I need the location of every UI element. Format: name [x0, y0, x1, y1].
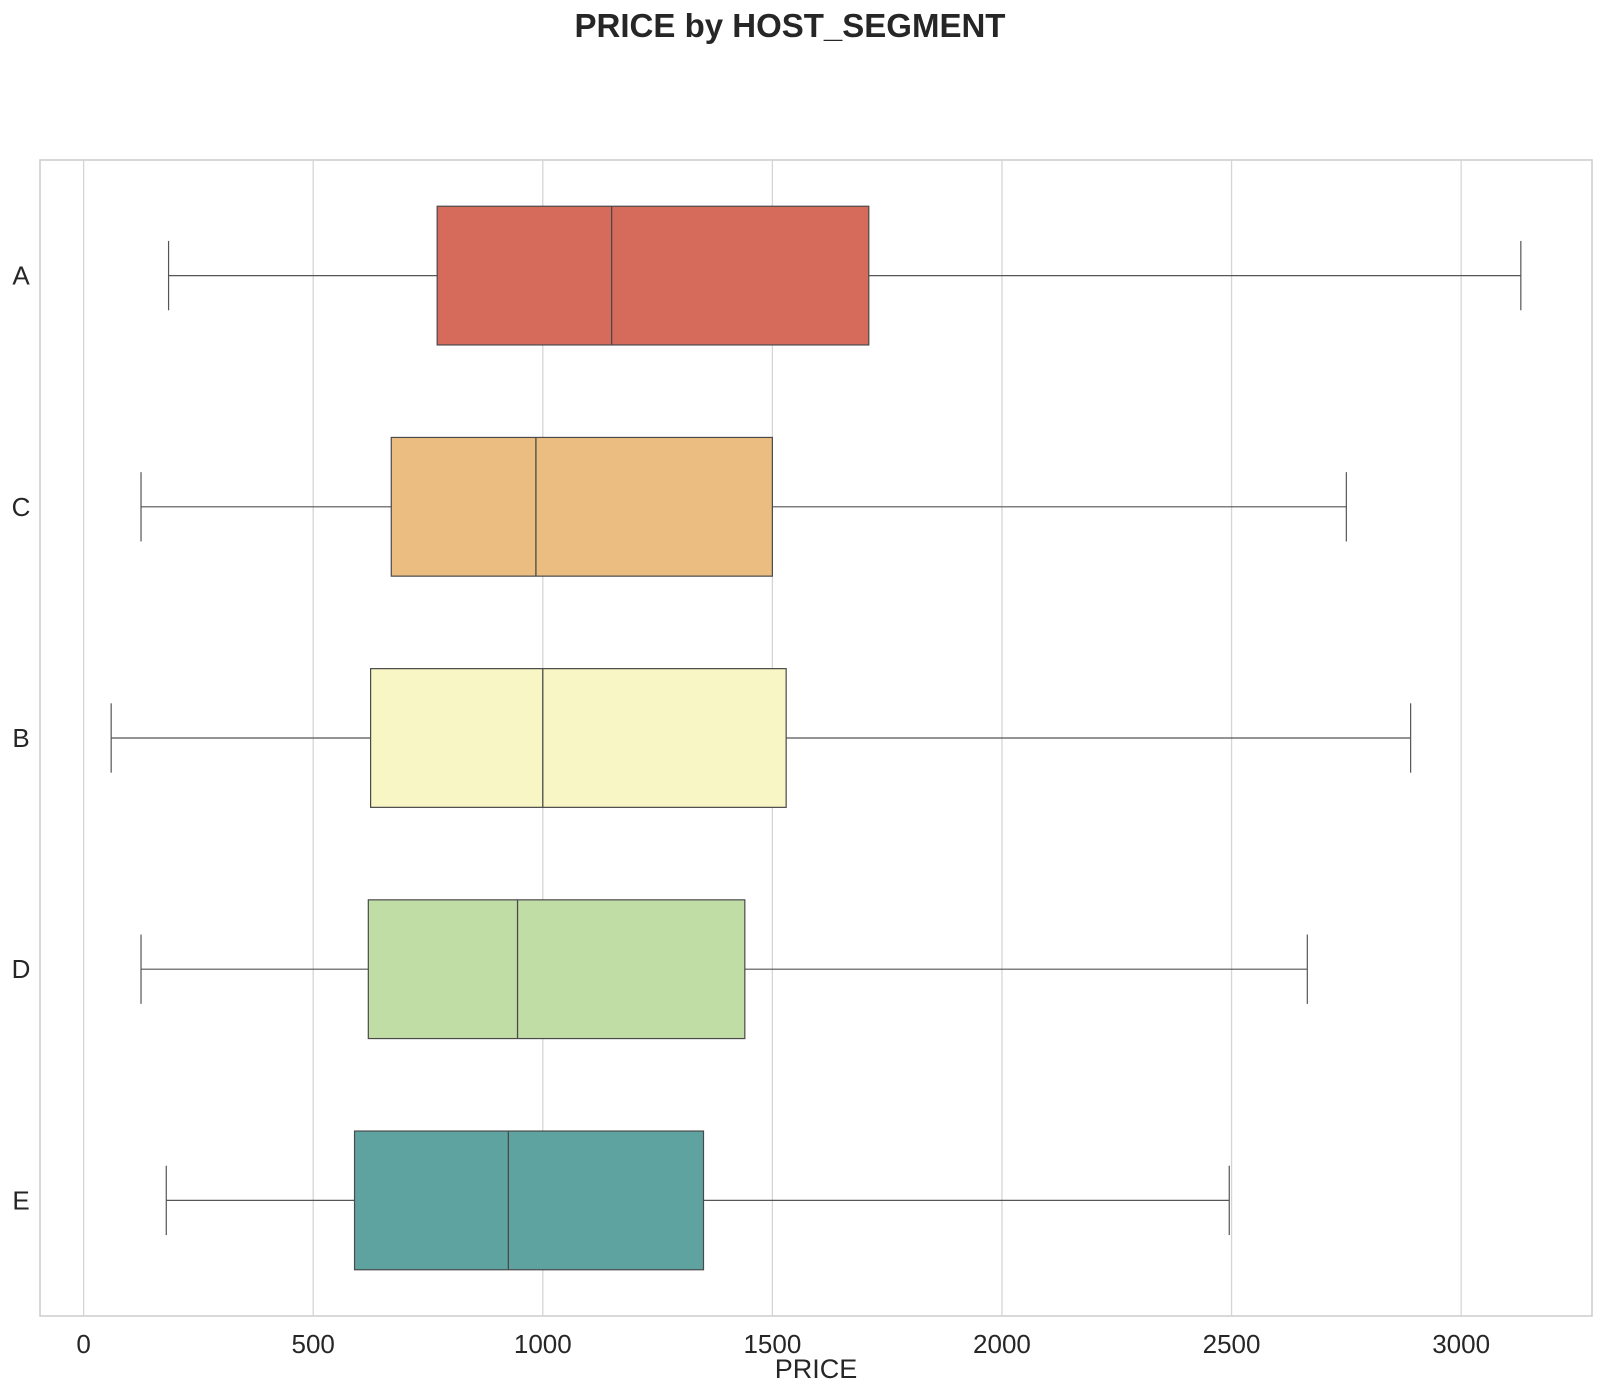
box-e [353, 1130, 705, 1271]
x-tick-label-500: 500 [292, 1329, 335, 1359]
box-group-d [140, 899, 1308, 1040]
box-group-e [165, 1130, 1230, 1271]
box-group-a [167, 205, 1522, 346]
y-tick-label-a: A [12, 261, 30, 291]
box-series [110, 205, 1522, 1271]
x-tick-label-2500: 2500 [1203, 1329, 1261, 1359]
x-tick-label-0: 0 [76, 1329, 90, 1359]
x-axis-label: PRICE [775, 1354, 858, 1384]
x-tick-label-3000: 3000 [1432, 1329, 1490, 1359]
y-tick-label-c: C [12, 492, 31, 522]
y-tick-label-d: D [12, 954, 31, 984]
box-b [370, 668, 787, 808]
box-d [367, 899, 746, 1040]
box-a [436, 205, 870, 346]
x-axis-ticks: 0 500 1000 1500 2000 2500 3000 [76, 1329, 1490, 1359]
box-group-b [110, 668, 1412, 808]
box-c [390, 436, 773, 577]
box-group-c [140, 436, 1347, 577]
y-axis-ticks: A C B D E [12, 261, 31, 1216]
x-tick-label-2000: 2000 [973, 1329, 1031, 1359]
x-tick-label-1000: 1000 [514, 1329, 572, 1359]
chart-title: PRICE by HOST_SEGMENT [575, 7, 1006, 44]
y-tick-label-e: E [12, 1185, 29, 1215]
x-tick-label-1500: 1500 [743, 1329, 801, 1359]
y-tick-label-b: B [12, 723, 29, 753]
